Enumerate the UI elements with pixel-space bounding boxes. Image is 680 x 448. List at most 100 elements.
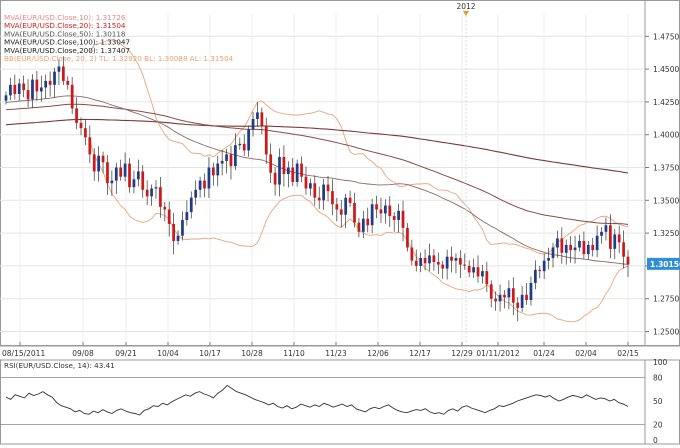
- legend-entry: BB(EUR/USD.Close, 20, 2) TL: 1.32920 BL:…: [4, 54, 234, 63]
- candle-body: [291, 167, 295, 182]
- ma100-line: [5, 103, 629, 225]
- last-price-tag: [647, 257, 680, 270]
- candle-body: [406, 227, 409, 248]
- candle-body: [392, 216, 396, 220]
- candle-body: [269, 154, 273, 173]
- candle-body: [9, 84, 12, 96]
- date-tick-label: 02/04: [575, 349, 597, 358]
- candle-body: [551, 247, 555, 259]
- date-tick-label: 09/08: [72, 349, 94, 358]
- candle-body: [31, 79, 34, 100]
- date-tick-label: 02/15: [617, 349, 639, 358]
- price-tick-label: 1.4000: [653, 131, 679, 140]
- date-tick-label: 11/10: [283, 349, 305, 358]
- date-tick-label: 12/17: [409, 349, 431, 358]
- candle-body: [53, 71, 56, 85]
- candle-body: [26, 90, 30, 100]
- price-tick-label: 1.2750: [653, 295, 679, 304]
- candle-body: [586, 244, 590, 255]
- candle-body: [591, 244, 595, 251]
- candle-body: [84, 128, 87, 138]
- legend-entry: MVA(EUR/USD.Close,10): 1.31726: [4, 13, 126, 22]
- candle-body: [507, 288, 511, 298]
- price-tick-label: 1.4250: [653, 98, 679, 107]
- candle-body: [481, 271, 484, 277]
- candle-body: [167, 209, 171, 224]
- price-tick-label: 1.3750: [653, 164, 679, 173]
- candle-body: [282, 157, 286, 175]
- candle-body: [273, 172, 277, 185]
- candle-body: [88, 137, 92, 155]
- date-tick-label: 01/24: [533, 349, 555, 358]
- candle-body: [172, 223, 175, 241]
- candle-body: [225, 154, 228, 161]
- candle-body: [189, 197, 193, 213]
- candle-body: [136, 171, 140, 180]
- candle-body: [622, 242, 625, 257]
- candle-body: [317, 197, 321, 201]
- candle-body: [608, 225, 612, 249]
- candle-body: [211, 167, 215, 176]
- candle-body: [436, 261, 440, 265]
- candle-body: [494, 298, 498, 302]
- candle-body: [388, 205, 392, 217]
- candle-body: [154, 187, 158, 189]
- price-axis: 1.4750 1.4500 1.4250 1.4000 1.3750 1.3500 1.32…: [645, 32, 680, 337]
- candle-body: [313, 183, 317, 198]
- candle-body: [472, 267, 475, 273]
- date-tick-label: 12/29: [451, 349, 473, 358]
- candle-body: [375, 204, 378, 210]
- bollinger-bands: [89, 39, 629, 323]
- candle-body: [520, 294, 524, 308]
- candle-body: [97, 155, 101, 172]
- candle-body: [578, 240, 581, 248]
- candle-body: [516, 302, 520, 308]
- candle-body: [39, 87, 43, 92]
- price-tick-label: 1.4750: [653, 32, 679, 41]
- legend-entry: MVA(EUR/USD.Close,100): 1.33047: [4, 38, 130, 47]
- candle-body: [216, 163, 220, 176]
- candle-body: [450, 256, 453, 261]
- candle-body: [419, 258, 423, 266]
- rsi-tick-label: 20: [653, 420, 663, 429]
- candle-body: [348, 197, 352, 203]
- candle-body: [498, 294, 502, 302]
- candle-body: [595, 235, 599, 251]
- candle-body: [159, 187, 162, 207]
- candle-body: [150, 188, 153, 197]
- candle-body: [357, 222, 361, 232]
- candle-body: [278, 157, 281, 185]
- candle-body: [101, 155, 105, 163]
- candle-body: [13, 84, 17, 95]
- date-tick-label: 12/06: [367, 349, 389, 358]
- candle-body: [432, 255, 436, 262]
- candle-body: [295, 163, 299, 182]
- rsi-line: [5, 384, 629, 416]
- year-marker: 2012: [456, 2, 476, 342]
- candle-body: [300, 163, 303, 177]
- candle-body: [569, 244, 573, 251]
- legend-entry: MVA(EUR/USD.Close,50): 1.30118: [4, 29, 126, 38]
- candle-body: [604, 225, 608, 232]
- legend-entry: MVA(EUR/USD.Close,200): 1.37407: [4, 46, 130, 55]
- candle-body: [79, 122, 83, 129]
- candle-body: [92, 154, 96, 172]
- date-tick-label: 08/15/2011: [2, 349, 45, 358]
- candle-body: [401, 210, 405, 228]
- candle-body: [353, 202, 356, 223]
- candle-body: [485, 271, 489, 285]
- candle-body: [128, 163, 131, 188]
- rsi-tick-label: 0: [653, 436, 658, 445]
- candle-body: [238, 143, 242, 146]
- candle-body: [220, 160, 224, 164]
- candle-body: [511, 288, 515, 303]
- candle-body: [207, 167, 211, 189]
- candle-body: [57, 66, 61, 72]
- date-axis: 08/15/2011 09/08 09/21 10/04 10/17 10/28 11/10…: [0, 342, 680, 358]
- candle-body: [247, 129, 250, 151]
- candle-body: [44, 80, 48, 88]
- candle-body: [48, 80, 52, 85]
- candle-body: [61, 66, 65, 81]
- candle-body: [533, 269, 537, 283]
